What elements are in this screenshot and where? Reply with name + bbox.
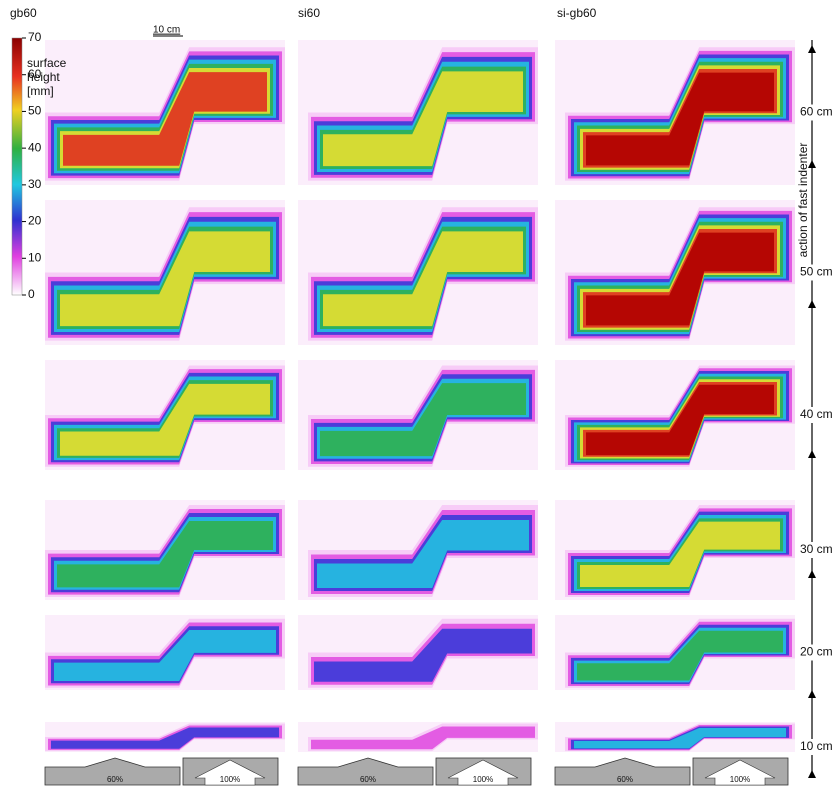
colorbar [12, 38, 22, 295]
column-title: si-gb60 [557, 6, 597, 20]
arrow-head [808, 450, 816, 458]
indenter-label: 60% [360, 775, 376, 784]
arrow-head [808, 45, 816, 53]
figure: surface height [mm] gb60 si60 si-gb60 10… [0, 0, 840, 787]
arrow-head [808, 300, 816, 308]
arrow-head [808, 770, 816, 778]
row-label: 60 cm [800, 105, 833, 119]
row-label: 40 cm [800, 407, 833, 421]
indenter-label: 100% [220, 775, 240, 784]
column-title: si60 [298, 6, 320, 20]
colorbar-tick-label: 60 [28, 67, 42, 81]
row-label: 30 cm [800, 542, 833, 556]
colorbar-tick-label: 50 [28, 104, 42, 118]
panels [45, 40, 795, 752]
colorbar-tick-label: 30 [28, 177, 42, 191]
indenter-label: 100% [730, 775, 750, 784]
colorbar-tick-label: 0 [28, 287, 35, 301]
arrow-head [808, 570, 816, 578]
indenter-label: 60% [107, 775, 123, 784]
row-label: 50 cm [800, 265, 833, 279]
colorbar-tick-label: 40 [28, 140, 42, 154]
colorbar-label: [mm] [27, 84, 54, 98]
arrow-label: action of fast indenter [796, 143, 810, 258]
scale-bar-label: 10 cm [153, 25, 180, 36]
row-label: 10 cm [800, 739, 833, 753]
row-label: 20 cm [800, 645, 833, 659]
column-title: gb60 [10, 6, 37, 20]
colorbar-tick-label: 10 [28, 250, 42, 264]
arrow-head [808, 690, 816, 698]
indenter-label: 60% [617, 775, 633, 784]
colorbar-tick-label: 70 [28, 30, 42, 44]
colorbar-tick-label: 20 [28, 214, 42, 228]
indenter-label: 100% [473, 775, 493, 784]
